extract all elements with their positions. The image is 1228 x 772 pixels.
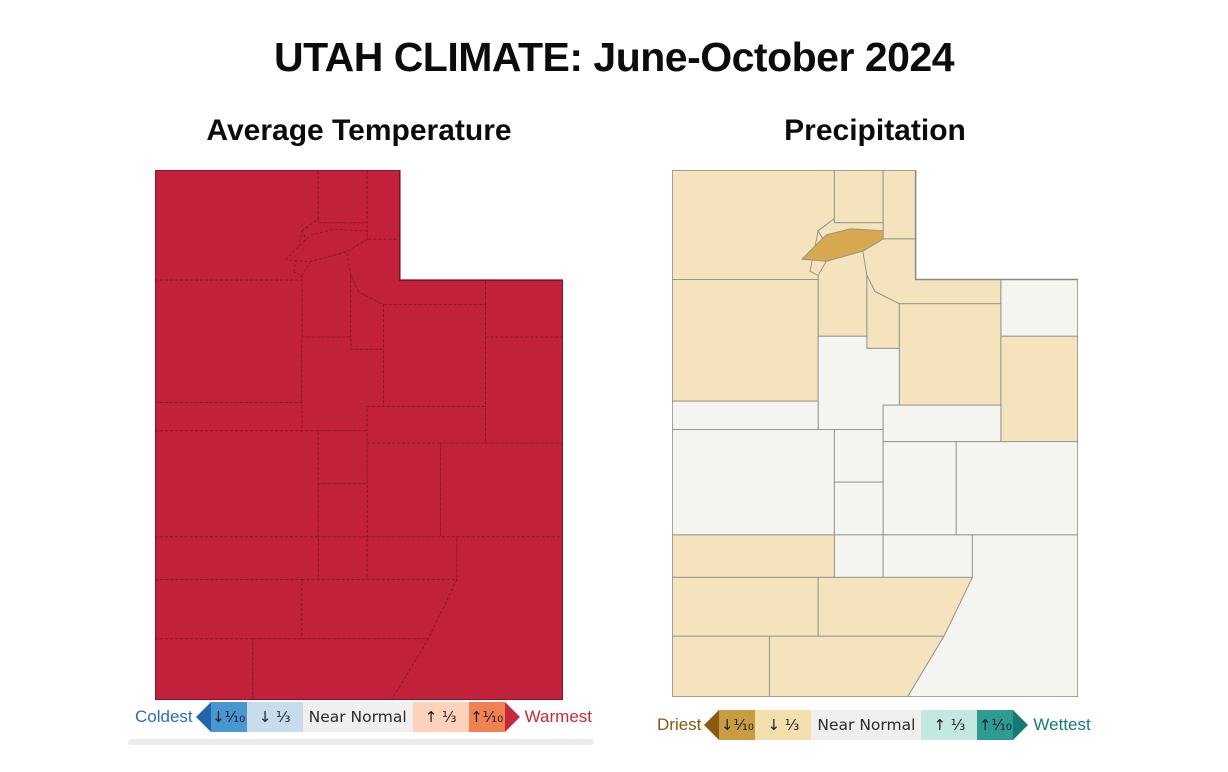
legend-swatch: Near Normal (811, 710, 922, 740)
legend-item-label: Near Normal (817, 716, 916, 734)
county-duchesne (899, 304, 1001, 405)
county-sevier (834, 482, 883, 535)
legend-item-label: ↑ ⅓ (933, 716, 966, 734)
county-kane (253, 639, 428, 700)
county-sanpete (318, 431, 367, 484)
legend-item-label: ↓⅒ (212, 708, 246, 726)
temperature-subtitle: Average Temperature (206, 114, 512, 147)
legend-label-warmest: Warmest (524, 707, 593, 726)
county-uintah (485, 337, 563, 443)
county-grand (956, 442, 1078, 535)
county-wayne (883, 535, 972, 578)
legend-label-driest: Driest (657, 715, 702, 734)
legend-item-label: ↑ ⅓ (424, 708, 457, 726)
legend-label-wettest: Wettest (1033, 715, 1091, 734)
county-box-elder (672, 170, 834, 279)
county-millard (155, 431, 318, 537)
county-kane (769, 636, 944, 697)
legend-item-label: ↓ ⅓ (258, 708, 291, 726)
legend-item-label: ↓⅒ (720, 716, 754, 734)
county-duchesne (383, 305, 485, 407)
county-carbon (883, 405, 1001, 441)
county-summit (863, 239, 1001, 304)
county-box-elder (155, 170, 318, 280)
county-juab (672, 401, 818, 429)
county-tooele (672, 279, 818, 401)
legend-swatch: ↑ ⅓ (921, 710, 978, 740)
county-morgan (802, 229, 883, 261)
county-emery (883, 442, 956, 535)
county-juab (155, 402, 302, 431)
county-san-juan (392, 537, 563, 700)
legend-swatch: ↑⅒ (977, 710, 1029, 740)
precipitation-choropleth-map (672, 170, 1078, 697)
county-rich (883, 170, 915, 239)
county-piute (834, 535, 883, 578)
county-beaver (672, 535, 834, 578)
county-carbon (367, 406, 485, 443)
county-summit (347, 239, 486, 304)
county-morgan (286, 229, 368, 262)
page-title: UTAH CLIMATE: June-October 2024 (273, 34, 955, 80)
county-daggett (1001, 279, 1078, 336)
legend-swatch: ↓⅒ (195, 702, 247, 732)
county-piute (318, 537, 367, 580)
legend-item-label: ↑⅒ (470, 708, 504, 726)
precipitation-legend: Driest ↓⅒ ↓ ⅓ Near Normal ↑ ⅓ ↑⅒ Wettest (657, 709, 1091, 741)
county-washington (672, 636, 769, 697)
legend-swatch: ↓⅒ (704, 710, 756, 740)
county-tooele (155, 280, 302, 402)
arrow-left-tip-icon (195, 702, 211, 732)
legend-swatch: Near Normal (302, 702, 413, 732)
temperature-legend: Coldest ↓⅒ ↓ ⅓ Near Normal ↑ ⅓ ↑⅒ Warmest (135, 701, 593, 733)
county-sevier (318, 484, 367, 537)
legend-item-label: ↑⅒ (978, 716, 1012, 734)
precipitation-legend-items: ↓⅒ ↓ ⅓ Near Normal ↑ ⅓ ↑⅒ (704, 710, 1029, 740)
legend-label-coldest: Coldest (135, 707, 193, 726)
arrow-right-tip-icon (504, 702, 520, 732)
county-uintah (1001, 336, 1078, 441)
county-rich (367, 170, 400, 239)
county-sanpete (834, 429, 883, 482)
legend-swatch: ↓ ⅓ (755, 710, 812, 740)
county-emery (367, 443, 440, 537)
county-daggett (485, 280, 563, 337)
legend-swatch: ↑⅒ (468, 702, 520, 732)
county-cache (834, 170, 883, 223)
county-beaver (155, 537, 318, 580)
temperature-legend-items: ↓⅒ ↓ ⅓ Near Normal ↑ ⅓ ↑⅒ (195, 702, 520, 732)
precipitation-subtitle: Precipitation (784, 114, 966, 147)
county-salt-lake (818, 251, 867, 336)
legend-item-label: ↓ ⅓ (767, 716, 800, 734)
county-salt-lake (302, 252, 351, 338)
horizontal-scrollbar[interactable] (128, 739, 594, 745)
county-iron (155, 580, 302, 639)
county-washington (155, 639, 253, 700)
county-wayne (367, 537, 457, 580)
arrow-right-tip-icon (1013, 710, 1029, 740)
legend-swatch: ↑ ⅓ (412, 702, 469, 732)
county-cache (318, 170, 367, 223)
arrow-left-tip-icon (704, 710, 720, 740)
county-san-juan (907, 535, 1078, 697)
temperature-choropleth-map (155, 170, 563, 700)
county-millard (672, 429, 834, 534)
county-grand (441, 443, 563, 537)
county-iron (672, 577, 818, 636)
legend-item-label: Near Normal (308, 708, 407, 726)
legend-swatch: ↓ ⅓ (246, 702, 303, 732)
